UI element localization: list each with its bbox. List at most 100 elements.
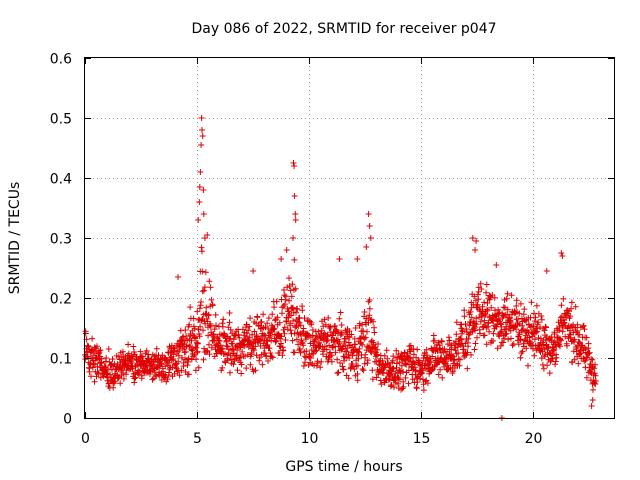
y-tick-label: 0.5 [50, 112, 72, 128]
data-point [575, 360, 582, 367]
data-point [199, 133, 206, 139]
data-point [88, 373, 94, 380]
data-point [224, 355, 231, 362]
data-point [281, 330, 288, 337]
data-point [333, 326, 340, 333]
data-point [455, 350, 462, 356]
data-point [530, 345, 536, 352]
data-point [488, 304, 495, 311]
data-point [186, 321, 193, 328]
data-point [326, 342, 333, 349]
data-point [264, 320, 271, 327]
data-point [532, 314, 539, 321]
data-point [220, 316, 227, 323]
data-point [367, 235, 374, 241]
data-point [261, 350, 268, 357]
data-point [242, 353, 248, 360]
data-point [351, 335, 358, 342]
data-point [243, 365, 250, 372]
data-point [463, 326, 470, 332]
data-point [354, 362, 361, 369]
data-point [238, 370, 245, 377]
data-point [471, 293, 478, 300]
data-point [559, 253, 566, 259]
data-point [274, 314, 281, 321]
data-point [478, 286, 485, 292]
data-point [119, 348, 126, 355]
data-point [269, 354, 276, 361]
data-point [361, 360, 368, 367]
data-point [535, 319, 542, 326]
data-point [439, 374, 446, 381]
data-point [464, 365, 471, 372]
data-point [390, 365, 397, 372]
data-point [341, 357, 347, 364]
data-point [281, 292, 288, 299]
data-point [346, 328, 353, 335]
data-point [175, 352, 182, 359]
data-point [371, 329, 378, 336]
data-point [375, 341, 381, 347]
data-point [538, 316, 545, 323]
data-point [195, 364, 202, 371]
data-point [345, 375, 352, 382]
data-point [497, 320, 504, 327]
data-point [538, 345, 545, 351]
data-point [438, 354, 445, 361]
data-point [213, 322, 219, 329]
data-point [587, 369, 594, 375]
data-point [273, 298, 280, 305]
data-point [297, 330, 304, 337]
data-point [373, 374, 380, 381]
data-point [207, 323, 214, 330]
data-point [184, 362, 191, 369]
data-point [431, 337, 438, 344]
x-tick-label: 0 [81, 431, 90, 447]
data-point [213, 350, 220, 357]
data-point [369, 376, 376, 383]
data-point [475, 296, 482, 303]
data-point [256, 357, 263, 364]
data-point [288, 293, 295, 300]
data-point [335, 369, 342, 376]
data-point [176, 343, 183, 350]
data-point [458, 321, 465, 328]
data-point [171, 370, 178, 377]
data-point [200, 211, 207, 217]
data-point [325, 356, 332, 363]
data-point [346, 355, 353, 361]
data-point [149, 376, 156, 383]
data-point [279, 310, 285, 317]
data-point [543, 324, 549, 331]
data-point [427, 358, 434, 365]
data-point [234, 367, 241, 374]
data-point [323, 338, 330, 345]
data-point [483, 289, 489, 296]
data-point [419, 370, 425, 377]
data-point [544, 362, 551, 369]
data-point [321, 343, 328, 350]
data-point [340, 366, 347, 373]
data-point [104, 370, 111, 377]
data-point [328, 358, 335, 365]
data-point [183, 333, 190, 340]
data-point [85, 343, 92, 350]
data-point [426, 359, 433, 366]
data-point [468, 304, 475, 311]
data-point [444, 366, 451, 373]
data-point [103, 355, 110, 361]
data-point [269, 311, 276, 318]
data-point [507, 317, 514, 324]
data-point [98, 355, 105, 362]
y-tick-label: 0 [63, 412, 72, 428]
data-point [224, 343, 231, 350]
data-point [534, 328, 541, 335]
data-point [356, 345, 363, 352]
grid-lines [85, 58, 614, 418]
data-point [407, 342, 414, 349]
data-point [200, 356, 207, 363]
data-point [158, 360, 165, 367]
data-point [435, 339, 442, 346]
data-point [513, 326, 519, 333]
data-point [120, 370, 127, 376]
